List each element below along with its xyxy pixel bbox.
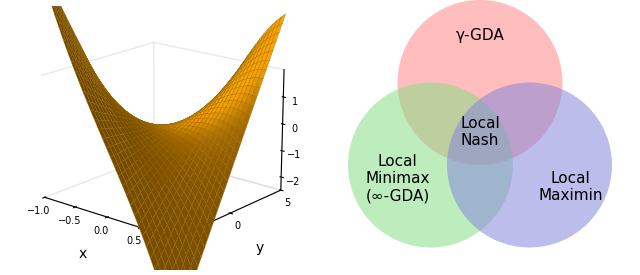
- Text: Local
Maximin: Local Maximin: [538, 171, 603, 203]
- Circle shape: [397, 0, 563, 165]
- Text: γ-GDA: γ-GDA: [456, 28, 504, 43]
- X-axis label: x: x: [78, 247, 86, 261]
- Y-axis label: y: y: [255, 241, 264, 255]
- Circle shape: [447, 82, 612, 248]
- Text: Local
Minimax
(∞-GDA): Local Minimax (∞-GDA): [365, 154, 429, 204]
- Text: Local
Nash: Local Nash: [460, 116, 500, 148]
- Circle shape: [348, 82, 513, 248]
